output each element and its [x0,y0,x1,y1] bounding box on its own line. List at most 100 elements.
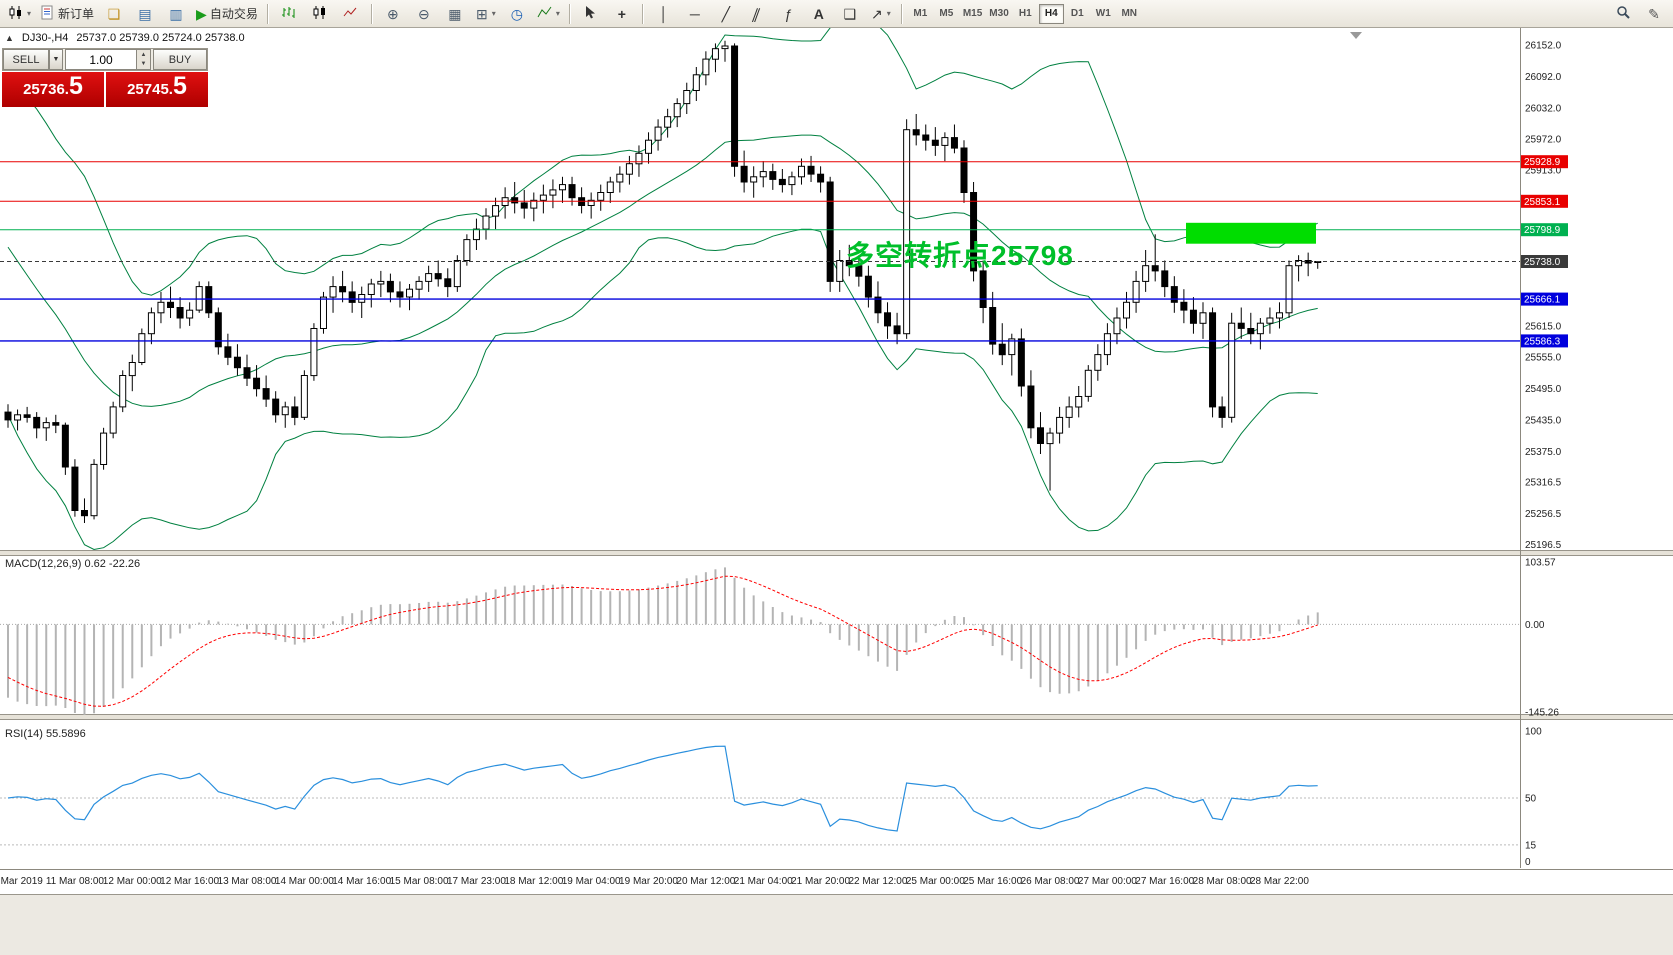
zoom-in-button[interactable]: ⊕ [378,1,408,27]
new-order-label: 新订单 [58,7,95,21]
candle [950,137,958,149]
tf-h4[interactable]: H4 [1038,3,1064,24]
trendline-tool[interactable]: ╱ [711,1,741,27]
market-watch-button[interactable]: ▤ [130,1,160,27]
candle [61,424,69,468]
candles-group [4,40,1322,523]
tf-m1[interactable]: M1 [908,4,933,24]
tf-h1[interactable]: H1 [1013,4,1038,24]
candle [1256,322,1264,335]
candle [635,152,643,165]
time-label: 22 Mar 12:00 [848,876,908,887]
candle [539,194,547,201]
time-label: 20 Mar 12:00 [676,876,736,887]
y-axis-label: 26032.0 [1525,103,1562,114]
candles-chart-button[interactable] [305,1,335,27]
time-label: 12 Mar 00:00 [102,876,162,887]
candle [396,291,404,298]
y-axis-label: 25555.0 [1525,353,1562,364]
candle [1247,328,1255,335]
new-order-button[interactable]: 新订单 [36,1,98,27]
zoom-out-button[interactable]: ⊖ [409,1,439,27]
tf-m5[interactable]: M5 [934,4,959,24]
tf-d1[interactable]: D1 [1065,4,1090,24]
highlight-rectangle[interactable] [1186,222,1316,244]
candlestick-chart-icon [8,5,23,23]
candle [568,184,576,199]
price-line-tag-text: 25738.0 [1524,257,1561,268]
chart-annotation-text[interactable]: 多空转折点25798 [846,240,1074,271]
candle [425,273,433,282]
tf-mn[interactable]: MN [1117,4,1142,24]
cursor-tool-button[interactable] [576,1,606,27]
candle [998,343,1006,356]
candle [14,414,22,421]
edit-button[interactable]: ✎ [1639,1,1669,27]
tf-w1[interactable]: W1 [1091,4,1116,24]
chart-canvas[interactable]: 26152.0 26092.0 26032.0 25972.0 25913.0 25615… [0,28,1673,868]
y-axis-label: 26092.0 [1525,72,1562,83]
horizontal-line-icon: ─ [689,5,700,22]
arrows-tool[interactable]: ↗ ▾ [866,1,896,27]
candle [645,139,653,154]
candle [386,280,394,293]
candle [109,406,117,434]
grid-toggle-button[interactable]: ▦ [440,1,470,27]
tile-windows-button[interactable]: ⊞ ▾ [471,1,501,27]
period-clock-button[interactable]: ◷ [502,1,532,27]
profiles-button[interactable]: ❏ [99,1,129,27]
channel-tool[interactable]: ∥ [742,1,772,27]
crosshair-icon: + [617,5,626,22]
volume-input[interactable] [66,50,136,69]
candle [1228,322,1236,418]
candle [1189,309,1197,324]
rsi-axis-label: 0 [1525,857,1531,868]
candle [750,176,758,183]
horizontal-line-tool[interactable]: ─ [680,1,710,27]
candle [138,333,146,364]
buy-price-button[interactable]: 25745. 5 [106,72,208,107]
candle [367,283,375,295]
candle [664,116,672,128]
sell-price-big-digit: 5 [68,72,83,100]
navigator-button[interactable]: ▥ [161,1,191,27]
buy-mode-button[interactable]: BUY [153,49,207,70]
buy-price-big-digit: 5 [172,72,187,100]
indicators-button[interactable]: ▾ [533,1,564,27]
tf-m15[interactable]: M15 [960,4,985,24]
crosshair-tool-button[interactable]: + [607,1,637,27]
time-label: 21 Mar 20:00 [791,876,851,887]
sell-mode-button[interactable]: SELL [3,49,49,70]
symbol-timeframe-label: DJ30-,H4 [21,32,69,44]
candle [1103,333,1111,356]
candle [711,48,719,60]
candle [71,466,79,512]
candle [1065,406,1073,418]
volume-down-icon[interactable]: ▼ [137,59,150,69]
chart-shift-marker[interactable] [1350,32,1362,39]
search-button[interactable] [1608,1,1638,27]
candle [884,312,892,327]
fibonacci-tool[interactable]: ƒ [773,1,803,27]
vertical-line-tool[interactable]: │ [649,1,679,27]
label-tool[interactable]: ❑ [835,1,865,27]
candles-chart-icon [312,5,327,23]
text-tool[interactable]: A [804,1,834,27]
tf-m30[interactable]: M30 [986,4,1011,24]
bar-chart-button[interactable] [274,1,304,27]
y-axis-label: 25316.5 [1525,478,1562,489]
sell-price-button[interactable]: 25736. 5 [2,72,104,107]
search-icon [1616,5,1631,23]
line-chart-button[interactable] [336,1,366,27]
candle [606,181,614,193]
one-click-toggle-icon[interactable]: ▲ [5,33,14,43]
auto-trading-button[interactable]: ▶ 自动交易 [192,1,262,27]
volume-up-icon[interactable]: ▲ [137,50,150,60]
chart-window: 26152.0 26092.0 26032.0 25972.0 25913.0 25615… [0,28,1673,894]
y-axis-label: 25615.0 [1525,321,1562,332]
new-chart-button[interactable]: ▾ [4,1,35,27]
sell-dropdown-icon[interactable]: ▼ [49,49,63,70]
candle [845,260,853,267]
chevron-down-icon: ▾ [886,9,891,18]
